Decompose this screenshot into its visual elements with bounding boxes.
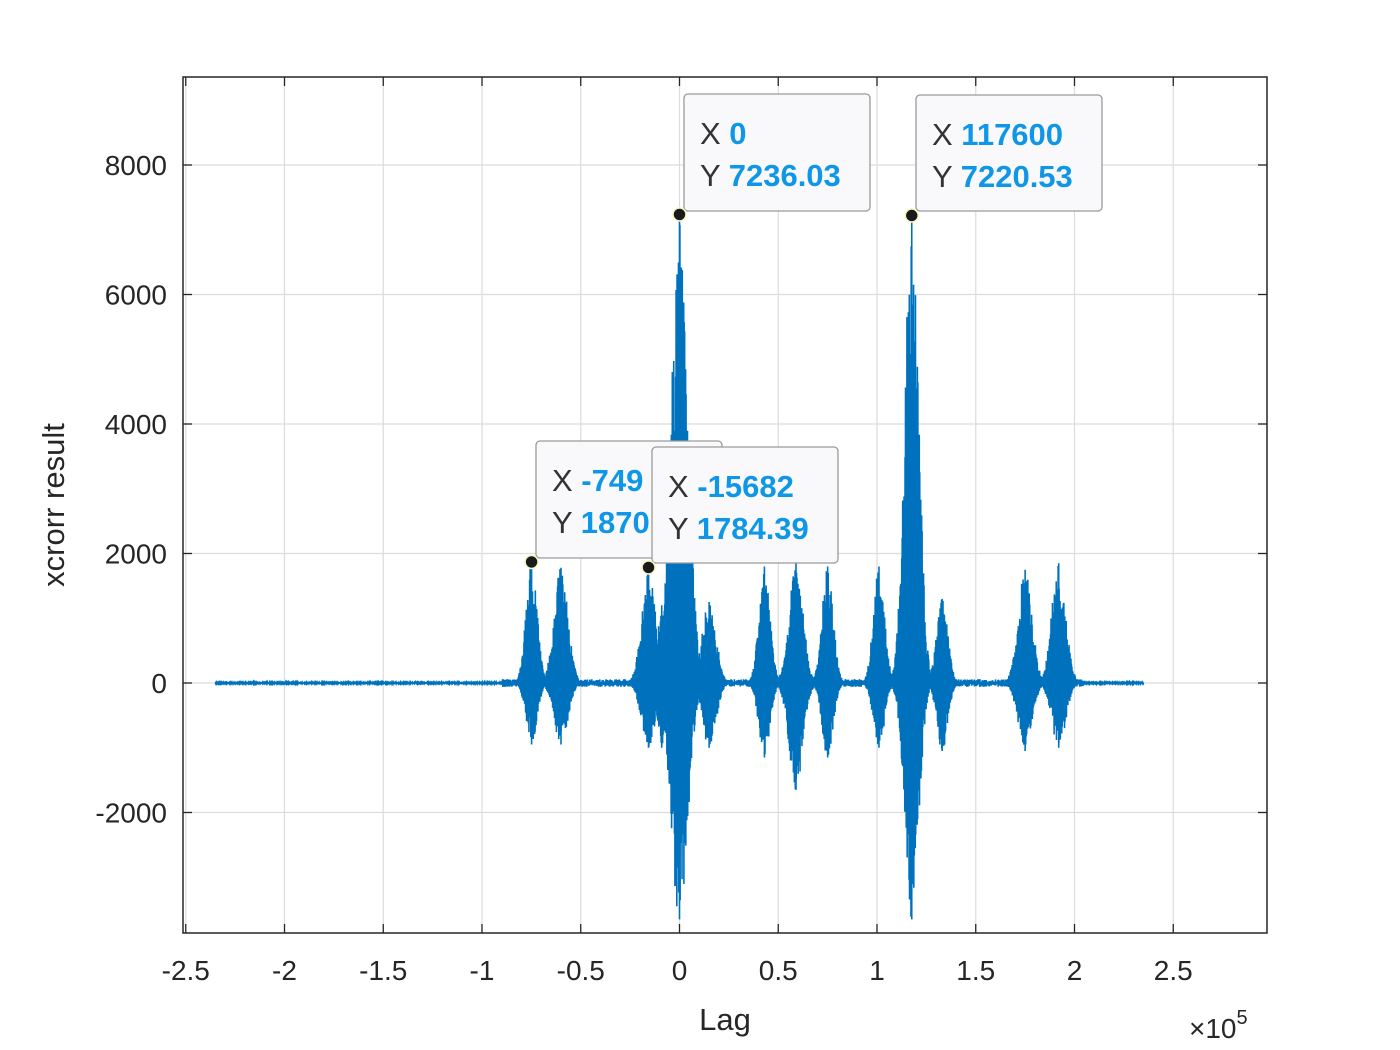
x-tick-label: 2.5: [1154, 955, 1193, 986]
x-exponent-label: ×105: [1189, 1007, 1248, 1044]
datatip-y-key: Y: [932, 159, 961, 194]
datatip-marker: [524, 554, 539, 570]
x-tick-label: -0.5: [557, 955, 605, 986]
datatip-y-key: Y: [552, 505, 581, 540]
datatip-x-row: X -15682: [668, 469, 794, 504]
y-axis-title: xcrorr result: [36, 423, 71, 587]
datatip[interactable]: X 0Y 7236.03: [672, 93, 871, 222]
plot-area-box: [182, 76, 1268, 934]
datatip-x-key: X: [932, 117, 961, 152]
x-tick-label: -2: [272, 955, 297, 986]
x-tick-label: 0: [672, 955, 688, 986]
x-tick-label: -1: [470, 955, 495, 986]
datatip-x-value: 117600: [961, 117, 1063, 152]
y-tick-label: 6000: [105, 280, 167, 311]
x-tick-label: 2: [1067, 955, 1083, 986]
y-tick-labels: -2000 0 2000 4000 6000 8000: [95, 150, 167, 829]
datatip-y-row: Y 7220.53: [932, 159, 1073, 194]
datatip-x-value: -749: [581, 463, 643, 498]
datatip-y-value: 7220.53: [961, 159, 1073, 194]
x-tick-label: 1.5: [956, 955, 995, 986]
datatip-x-row: X 117600: [932, 117, 1063, 152]
datatip-box: [683, 93, 871, 212]
datatip-box: [651, 446, 839, 564]
datatip-x-value: -15682: [697, 469, 794, 504]
datatip-y-row: Y 1784.39: [668, 511, 809, 546]
datatip-box: [915, 94, 1103, 212]
x-tick-label: 0.5: [759, 955, 798, 986]
y-tick-label: -2000: [95, 798, 167, 829]
datatip-x-row: X -749: [552, 463, 643, 498]
datatip-x-row: X 0: [700, 116, 747, 151]
datatip-y-value: 7236.03: [729, 158, 841, 193]
datatip-marker: [904, 208, 920, 223]
x-exponent-power: 5: [1237, 1007, 1248, 1029]
y-tick-label: 8000: [105, 150, 167, 181]
x-tick-labels: -2.5 -2 -1.5 -1 -0.5 0 0.5 1 1.5 2 2.5: [162, 955, 1193, 986]
x-tick-label: 1: [869, 955, 885, 986]
datatip-x-key: X: [668, 469, 697, 504]
y-tick-label: 0: [151, 668, 167, 699]
x-tick-label: -2.5: [162, 955, 210, 986]
datatip-y-value: 1870: [581, 505, 650, 540]
y-tick-label: 4000: [105, 409, 167, 440]
x-tick-label: -1.5: [359, 955, 407, 986]
datatip-y-key: Y: [700, 158, 729, 193]
datatip-x-key: X: [700, 116, 729, 151]
y-tick-label: 2000: [105, 539, 167, 570]
datatip-x-value: 0: [729, 116, 746, 151]
axis-ticks: [183, 77, 1267, 933]
x-axis-title: Lag: [699, 1002, 751, 1037]
datatip-y-row: Y 1870: [552, 505, 650, 540]
datatip-marker: [641, 560, 656, 575]
datatip-x-key: X: [552, 463, 581, 498]
datatip-y-key: Y: [668, 511, 697, 546]
datatip-y-row: Y 7236.03: [700, 158, 841, 193]
datatip-marker: [672, 207, 687, 222]
datatip-y-value: 1784.39: [697, 511, 809, 546]
